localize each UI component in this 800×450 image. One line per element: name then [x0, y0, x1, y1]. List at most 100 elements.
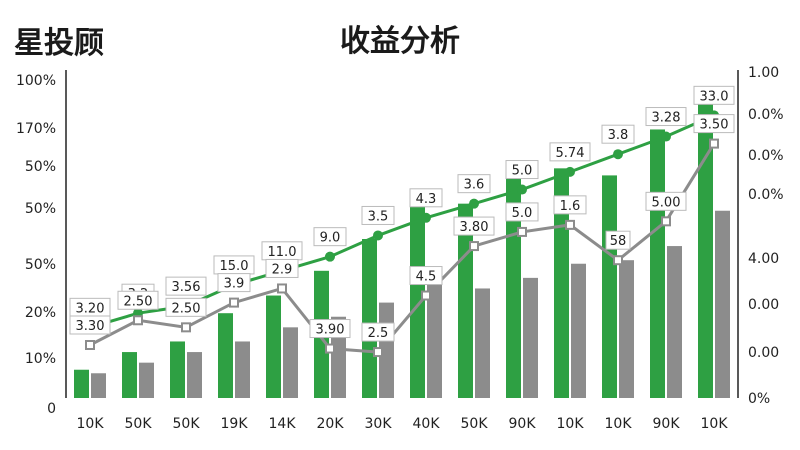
bar-green [362, 239, 377, 398]
bar-green [698, 97, 713, 399]
data-label: 3.20 [76, 301, 105, 316]
data-label: 5.00 [652, 195, 681, 210]
data-label: 3.9 [224, 277, 245, 292]
point-gray [421, 290, 431, 301]
data-label: 3.50 [700, 118, 729, 133]
x-tick-label: 10K [77, 416, 105, 432]
bar-gray [427, 281, 442, 398]
x-tick-label: 50K [173, 416, 201, 432]
data-label-box [409, 188, 443, 208]
y-tick-left: 50% [25, 159, 56, 175]
data-label-box [457, 174, 491, 194]
data-label: 58 [610, 234, 627, 249]
point-gray [85, 340, 95, 350]
y-tick-right: 4.00 [748, 251, 779, 267]
y-tick-left: 20% [25, 305, 56, 321]
bar-gray [523, 277, 538, 398]
bar-green [602, 175, 617, 398]
point-gray [373, 347, 383, 358]
bar-green [266, 295, 281, 398]
data-label: 3.30 [76, 319, 105, 334]
data-label: 3.6 [464, 178, 485, 193]
y-tick-left: 170% [16, 121, 56, 137]
y-tick-right: 0% [748, 391, 770, 407]
data-label: 2.9 [272, 262, 293, 277]
bar-gray [715, 210, 730, 398]
point-gray [277, 283, 287, 294]
line-gray [89, 142, 716, 354]
data-label: 5.74 [556, 146, 585, 161]
point-green [421, 212, 431, 223]
y-tick-left: 50% [25, 257, 56, 273]
data-label-box [605, 230, 631, 250]
chart-axes: 0 10% 20% 50% 50% 50% 170% 100% 0% 0.00 0.00 4.00 0.… [16, 65, 784, 432]
data-label: 3.90 [316, 323, 345, 338]
data-label-box [117, 290, 159, 310]
y-tick-right: 0.0% [748, 148, 784, 164]
point-gray [517, 226, 527, 237]
bar-gray [475, 288, 490, 398]
brand-logo: 星投顾 [14, 26, 104, 61]
data-label: 4.5 [416, 270, 437, 285]
x-tick-label: 14K [269, 416, 297, 432]
chart-title: 收益分析 [340, 24, 460, 59]
x-tick-label: 40K [413, 416, 441, 432]
bar-green [74, 369, 89, 398]
data-label-box [693, 85, 735, 105]
label-layer: 3.203.23.5615.011.09.03.54.33.65.05.743.… [69, 85, 735, 342]
bar-green [170, 341, 185, 398]
data-label-box [165, 297, 207, 317]
point-green [469, 198, 479, 209]
y-tick-right: 1.00 [748, 65, 779, 81]
point-gray [181, 322, 191, 333]
data-label: 5.0 [512, 206, 533, 221]
bar-gray [619, 260, 634, 398]
point-gray [133, 315, 143, 326]
y-tick-right: 0.0% [748, 187, 784, 203]
data-label: 2.5 [368, 326, 389, 341]
data-label: 5.0 [512, 164, 533, 179]
bar-gray [187, 352, 202, 398]
data-label-box [645, 107, 687, 127]
data-label-box [309, 319, 351, 339]
point-green [373, 230, 383, 241]
point-gray [709, 138, 719, 149]
y-tick-left: 100% [16, 73, 56, 89]
bar-green [218, 313, 233, 398]
data-label: 33.0 [700, 89, 729, 104]
y-tick-left: 0 [47, 401, 56, 417]
data-label-box [645, 191, 687, 211]
point-green [325, 251, 335, 262]
point-gray [565, 219, 575, 230]
data-label: 11.0 [268, 245, 297, 260]
bar-gray [91, 373, 106, 398]
y-tick-left: 50% [25, 201, 56, 217]
x-tick-label: 30K [365, 416, 393, 432]
data-label-box [165, 276, 207, 296]
y-tick-right: 0.00 [748, 297, 779, 313]
x-tick-label: 50K [125, 416, 153, 432]
point-green [565, 166, 575, 177]
data-label-box [361, 322, 395, 342]
bar-green [122, 352, 137, 398]
data-label-box [693, 114, 735, 134]
data-label: 3.5 [368, 209, 389, 224]
data-label-box [453, 216, 495, 236]
data-label: 2.50 [172, 301, 201, 316]
data-label-box [361, 205, 395, 225]
x-tick-label: 50K [461, 416, 489, 432]
data-label-box [69, 315, 111, 335]
data-label: 3.80 [460, 220, 489, 235]
data-label-box [505, 202, 539, 222]
bar-gray [571, 263, 586, 398]
point-gray [229, 297, 239, 308]
data-label: 3.8 [608, 128, 629, 143]
bar-gray [283, 327, 298, 398]
point-gray [469, 241, 479, 252]
x-tick-label: 19K [221, 416, 249, 432]
data-label: 2.50 [124, 294, 153, 309]
data-label: 1.6 [560, 199, 581, 214]
data-label-box [549, 142, 591, 162]
point-green [517, 184, 527, 195]
